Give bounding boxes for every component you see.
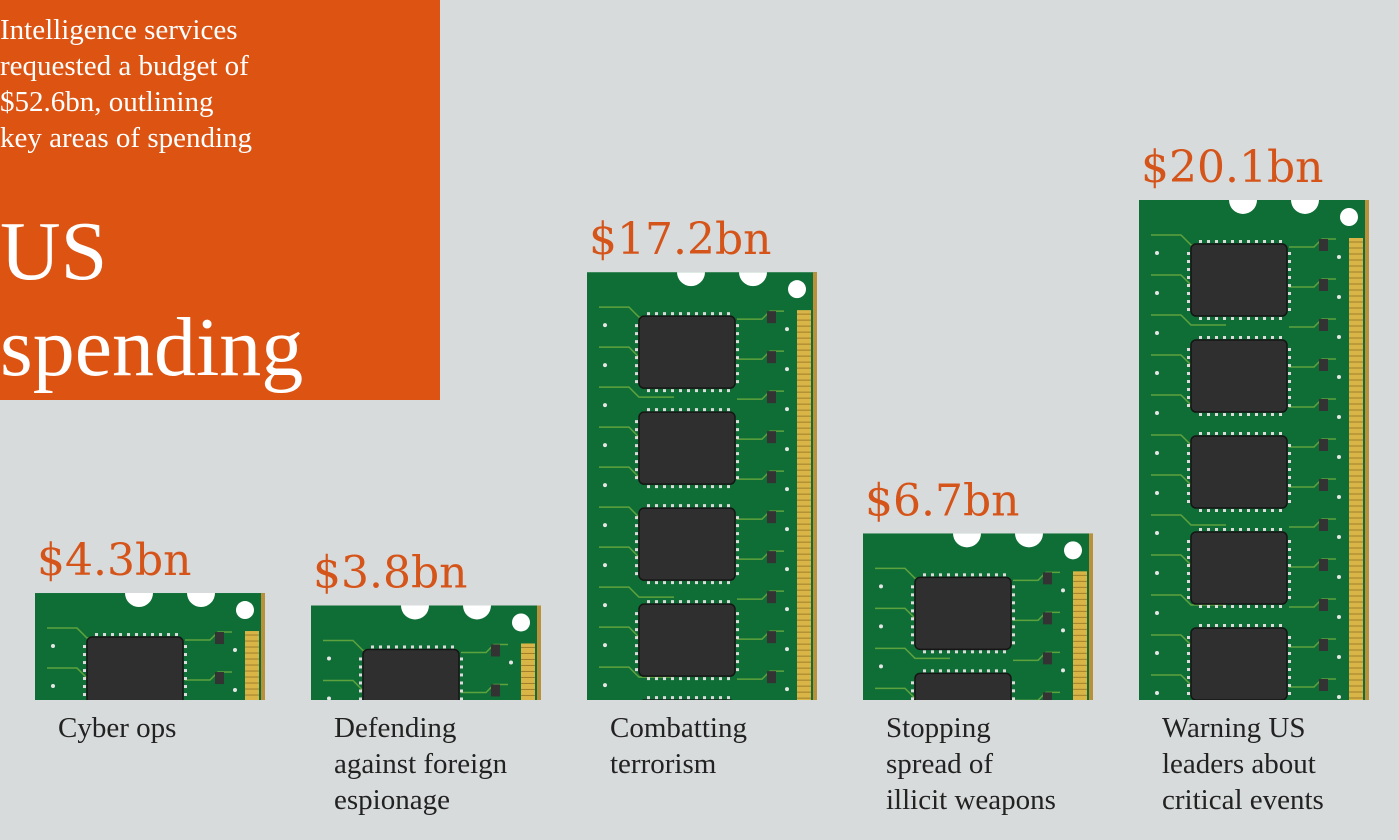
bar bbox=[587, 272, 817, 700]
category-label: Warning US leaders about critical events bbox=[1162, 712, 1324, 816]
value-label: $3.8bn bbox=[313, 547, 467, 598]
bar bbox=[311, 605, 541, 701]
value-label: $6.7bn bbox=[865, 475, 1019, 526]
title-box: Intelligence services requested a budget… bbox=[0, 0, 440, 400]
bar bbox=[863, 533, 1093, 700]
category-label: Combatting terrorism bbox=[610, 712, 747, 780]
chart-title: US spending bbox=[0, 205, 304, 394]
bar bbox=[1139, 200, 1369, 700]
chart-subtitle: Intelligence services requested a budget… bbox=[0, 14, 253, 154]
category-label: Cyber ops bbox=[58, 712, 177, 744]
category-label: Defending against foreign espionage bbox=[334, 712, 508, 816]
value-label: $4.3bn bbox=[37, 535, 191, 586]
category-label: Stopping spread of illicit weapons bbox=[886, 712, 1056, 816]
value-label: $17.2bn bbox=[589, 214, 771, 265]
value-label: $20.1bn bbox=[1141, 142, 1323, 193]
bar bbox=[35, 593, 265, 701]
